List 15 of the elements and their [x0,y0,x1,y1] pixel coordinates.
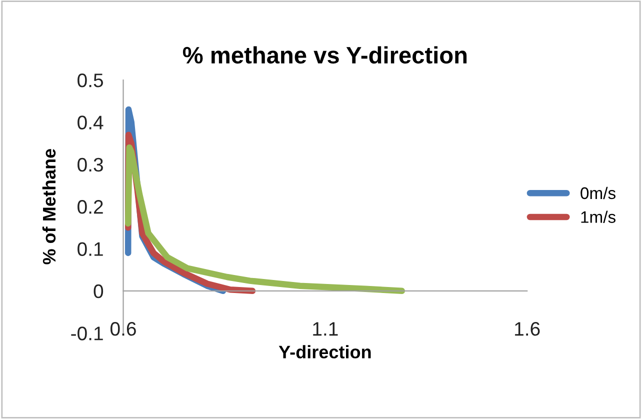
chart-title: % methane vs Y-direction [182,46,467,64]
x-axis-title: Y-direction [278,345,371,358]
x-tick-label: 1.6 [515,322,540,336]
y-tick-label: -0.1 [71,326,103,340]
y-tick-label: 0 [94,284,104,298]
y-tick-label: 0.1 [78,242,103,256]
x-tick-label: 1.1 [313,322,338,336]
legend-label: 1m/s [581,210,616,223]
y-tick-label: 0.2 [78,200,103,214]
y-tick-label: 0.5 [78,73,104,88]
y-tick-label: 0.3 [78,158,103,172]
y-axis-title: % of Methane [42,148,56,264]
legend-label: 0m/s [580,186,616,200]
x-tick-label: 0.6 [110,322,136,336]
y-tick-label: 0.4 [78,116,104,130]
